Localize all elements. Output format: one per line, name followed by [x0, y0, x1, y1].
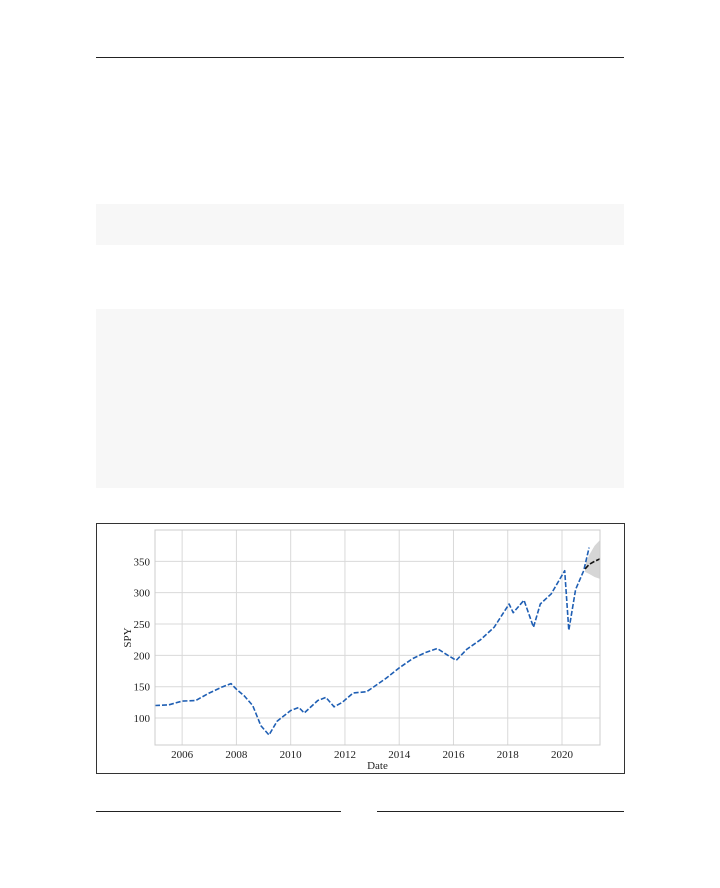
y-tick-label: 100: [134, 713, 151, 725]
x-tick-label: 2008: [225, 749, 248, 761]
forecast-series-line: [584, 558, 601, 570]
forecast-interval-band: [585, 540, 600, 579]
x-tick-label: 2006: [171, 749, 194, 761]
plot-frame: [154, 529, 601, 746]
code-block: [96, 309, 624, 488]
y-tick-label: 350: [134, 556, 151, 568]
spy-series-line: [154, 547, 590, 736]
x-tick-label: 2016: [442, 749, 465, 761]
y-tick-label: 250: [134, 619, 151, 631]
y-tick-label: 300: [134, 588, 151, 600]
y-tick-label: 150: [134, 682, 151, 694]
plot-area: [155, 530, 600, 745]
footer-rule-left: [96, 811, 341, 812]
header-rule: [96, 57, 624, 58]
chart-figure: 2006 2008 2010 2012 2014 2016 2018 2020 100 150 20…: [96, 523, 625, 774]
x-axis-label: Date: [367, 760, 388, 772]
footer-rule-right: [377, 811, 624, 812]
x-tick-label: 2018: [497, 749, 520, 761]
y-tick-label: 200: [134, 650, 151, 662]
spy-forecast-chart: 2006 2008 2010 2012 2014 2016 2018 2020 100 150 20…: [122, 529, 601, 772]
y-axis-label: SPY: [122, 627, 134, 647]
code-block: [96, 204, 624, 245]
x-tick-label: 2012: [334, 749, 356, 761]
x-tick-label: 2020: [551, 749, 574, 761]
x-tick-label: 2010: [280, 749, 303, 761]
x-tick-label: 2014: [388, 749, 411, 761]
